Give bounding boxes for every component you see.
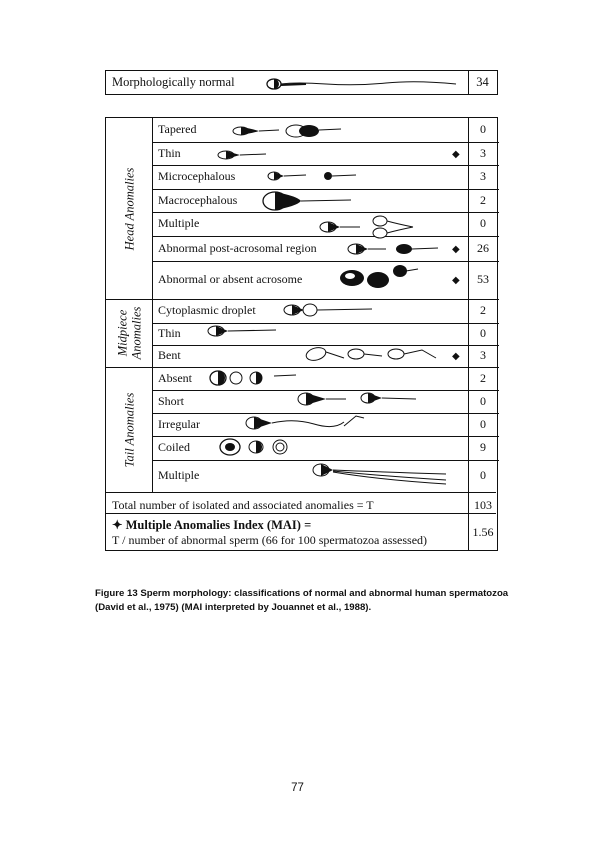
row-separator <box>152 299 499 300</box>
row-separator <box>152 367 499 368</box>
microcephalous-sketch <box>266 168 366 184</box>
normal-label: Morphologically normal <box>112 75 235 90</box>
total-value: 103 <box>468 498 498 513</box>
group-head: Head Anomalies <box>106 118 152 299</box>
row-value: 0 <box>468 417 498 432</box>
row-label: Thin <box>158 146 181 161</box>
group-midpiece-label: Midpiece Anomalies <box>115 307 143 360</box>
normal-row: Morphologically normal 34 <box>105 70 498 95</box>
tail-short-sketch <box>296 390 426 408</box>
row-value: 0 <box>468 468 498 483</box>
row-value: 0 <box>468 122 498 137</box>
row-label: Macrocephalous <box>158 193 237 208</box>
tail-absent-sketch <box>208 368 308 388</box>
row-value: 2 <box>468 193 498 208</box>
row-label: Multiple <box>158 468 199 483</box>
row-separator <box>152 165 499 166</box>
multiple-head-sketch <box>318 214 418 240</box>
mai-formula: T / number of abnormal sperm (66 for 100… <box>112 533 427 548</box>
mai-title: ✦ Multiple Anomalies Index (MAI) = <box>112 517 311 533</box>
figure-caption: Figure 13 Sperm morphology: classificati… <box>95 587 515 615</box>
row-value: 26 <box>468 241 498 256</box>
row-label: Abnormal post-acrosomal region <box>158 241 317 256</box>
mai-diamond-marker: ◆ <box>452 150 460 160</box>
row-label: Microcephalous <box>158 169 235 184</box>
group-tail: Tail Anomalies <box>106 367 152 492</box>
total-label: Total number of isolated and associated … <box>112 498 374 513</box>
thin-midpiece-sketch <box>206 323 286 339</box>
row-value: 0 <box>468 394 498 409</box>
post-acrosomal-sketch <box>346 240 446 258</box>
mai-separator <box>106 513 496 514</box>
row-value: 53 <box>468 272 498 287</box>
row-label: Multiple <box>158 216 199 231</box>
row-label: Bent <box>158 348 181 363</box>
mai-diamond-marker: ◆ <box>452 276 460 286</box>
group-head-label: Head Anomalies <box>122 167 136 250</box>
row-separator <box>152 261 499 262</box>
row-value: 2 <box>468 303 498 318</box>
row-label: Short <box>158 394 184 409</box>
total-separator <box>106 492 496 493</box>
row-value: 2 <box>468 371 498 386</box>
normal-sperm-sketch <box>266 77 466 91</box>
mai-value: 1.56 <box>468 525 498 540</box>
mai-diamond-marker: ◆ <box>452 245 460 255</box>
normal-value: 34 <box>468 75 497 90</box>
row-label: Absent <box>158 371 192 386</box>
classification-table: Head Anomalies Midpiece Anomalies Tail A… <box>105 117 498 551</box>
row-value: 9 <box>468 440 498 455</box>
mai-diamond-marker: ◆ <box>452 352 460 362</box>
row-value: 0 <box>468 216 498 231</box>
row-value: 0 <box>468 326 498 341</box>
tail-irregular-sketch <box>244 412 374 434</box>
row-separator <box>152 436 499 437</box>
row-label: Tapered <box>158 122 196 137</box>
macrocephalous-sketch <box>261 190 361 212</box>
bent-sketch <box>304 344 444 364</box>
row-value: 3 <box>468 348 498 363</box>
row-label: Irregular <box>158 417 200 432</box>
row-value: 3 <box>468 169 498 184</box>
tapered-sketch <box>231 122 351 140</box>
row-label: Cytoplasmic droplet <box>158 303 256 318</box>
cytoplasmic-droplet-sketch <box>282 301 382 319</box>
row-value: 3 <box>468 146 498 161</box>
row-separator <box>152 142 499 143</box>
thin-head-sketch <box>216 148 276 162</box>
row-separator <box>152 323 499 324</box>
group-midpiece: Midpiece Anomalies <box>106 299 152 367</box>
row-separator <box>152 212 499 213</box>
page-number: 77 <box>0 782 595 794</box>
row-label: Thin <box>158 326 181 341</box>
row-label: Coiled <box>158 440 190 455</box>
tail-multiple-sketch <box>311 460 451 486</box>
acrosome-sketch <box>338 264 438 292</box>
row-label: Abnormal or absent acrosome <box>158 272 302 287</box>
group-tail-label: Tail Anomalies <box>122 392 136 467</box>
tail-coiled-sketch <box>218 436 308 458</box>
